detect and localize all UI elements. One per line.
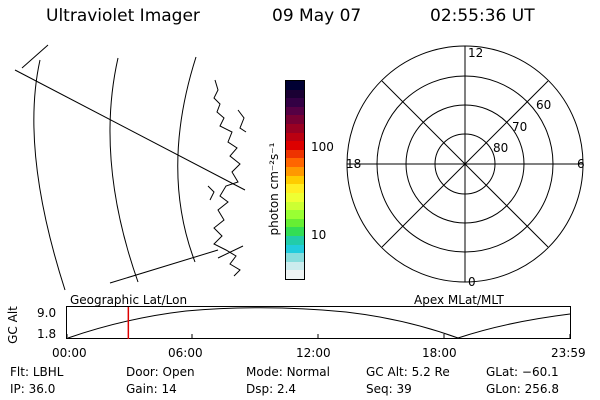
glon-value: 256.8: [524, 382, 559, 396]
gcalt-value: 5.2 Re: [411, 365, 450, 379]
glat-field: GLat: −60.1: [486, 365, 559, 379]
colorbar-swatch: [286, 244, 304, 254]
map-meridian-arc-2: [109, 57, 139, 283]
altitude-plot: [66, 306, 571, 339]
colorbar-swatch: [286, 158, 304, 168]
seq-field: Seq: 39: [366, 382, 412, 396]
ip-field: IP: 36.0: [10, 382, 55, 396]
colorbar-swatch: [286, 98, 304, 107]
colorbar-swatch: [286, 201, 304, 211]
gain-field: Gain: 14: [126, 382, 177, 396]
colorbar-swatch: [286, 149, 304, 159]
ip-value: 36.0: [28, 382, 56, 396]
altitude-xtick-4: 23:59: [551, 346, 586, 360]
gain-label: Gain:: [126, 382, 158, 396]
colorbar-swatch: [286, 218, 304, 228]
colorbar-tick-100: 100: [311, 140, 334, 154]
colorbar-swatch: [286, 253, 304, 262]
colorbar-swatch: [286, 167, 304, 176]
polar-plot: [346, 45, 584, 283]
colorbar-swatch: [286, 106, 304, 116]
flt-value: LBHL: [32, 365, 64, 379]
map-line-3: [217, 245, 244, 259]
altitude-xtick-1: 06:00: [168, 346, 203, 360]
map-latitude-line: [14, 69, 246, 191]
gain-value: 14: [161, 382, 177, 396]
colorbar-swatch: [286, 115, 304, 125]
flt-label: Flt:: [10, 365, 29, 379]
colorbar-swatch: [286, 175, 304, 185]
colorbar-swatch: [286, 270, 304, 280]
map-line-1: [21, 44, 49, 69]
map-meridian-arc-1: [33, 59, 66, 291]
colorbar-swatch: [286, 192, 304, 202]
door-value: Open: [162, 365, 195, 379]
colorbar-swatch: [286, 141, 304, 150]
altitude-ylabel: GC Alt: [6, 306, 20, 344]
colorbar-swatch: [286, 227, 304, 236]
altitude-ytick-high: 9.0: [37, 306, 57, 320]
altitude-xtick-3: 18:00: [422, 346, 457, 360]
colorbar-swatch: [286, 210, 304, 219]
dsp-field: Dsp: 2.4: [246, 382, 296, 396]
lat-label-60: 60: [536, 98, 552, 112]
lat-label-70: 70: [512, 120, 528, 134]
colorbar-swatch: [286, 184, 304, 193]
mlt-label-18: 18: [346, 157, 362, 171]
altitude-xtick-0: 00:00: [52, 346, 87, 360]
coastline: [213, 79, 241, 277]
colorbar-swatch: [286, 81, 304, 90]
door-field: Door: Open: [126, 365, 195, 379]
mlt-label-6: 6: [577, 157, 585, 171]
altitude-plot-frame: [66, 306, 571, 339]
mode-value: Normal: [286, 365, 330, 379]
gcalt-label: GC Alt:: [366, 365, 408, 379]
colorbar-swatch: [286, 124, 304, 133]
ip-label: IP:: [10, 382, 25, 396]
glat-value: −60.1: [521, 365, 559, 379]
colorbar-tick-10: 10: [311, 228, 327, 242]
colorbar-swatch: [286, 235, 304, 245]
dsp-value: 2.4: [276, 382, 297, 396]
altitude-xtick-2: 12:00: [296, 346, 331, 360]
colorbar-swatch: [286, 89, 304, 99]
mode-field: Mode: Normal: [246, 365, 330, 379]
colorbar-swatch: [286, 132, 304, 142]
geographic-map: [14, 44, 247, 291]
colorbar-swatch: [286, 261, 304, 271]
colorbar: [285, 80, 305, 280]
glon-field: GLon: 256.8: [486, 382, 559, 396]
lat-label-80: 80: [493, 141, 509, 155]
map-meridian-arc-3: [177, 56, 197, 263]
altitude-ytick-low: 1.8: [37, 327, 57, 341]
gcalt-field: GC Alt: 5.2 Re: [366, 365, 450, 379]
mode-label: Mode:: [246, 365, 283, 379]
polar-diagonal-2: [381, 80, 549, 248]
apex-label: Apex MLat/MLT: [414, 293, 504, 307]
glon-label: GLon:: [486, 382, 521, 396]
colorbar-unit-label: photon cm⁻²s⁻¹: [267, 142, 281, 236]
seq-value: 39: [396, 382, 412, 396]
seq-label: Seq:: [366, 382, 393, 396]
glat-label: GLat:: [486, 365, 519, 379]
altitude-curve: [67, 307, 571, 339]
flt-field: Flt: LBHL: [10, 365, 63, 379]
map-line-2: [109, 249, 219, 284]
geographic-label: Geographic Lat/Lon: [70, 293, 188, 307]
door-label: Door:: [126, 365, 159, 379]
mlt-label-12: 12: [468, 46, 484, 60]
instrument-title: Ultraviolet Imager: [46, 6, 200, 26]
date-label: 09 May 07: [272, 6, 362, 26]
mlt-label-0: 0: [468, 275, 476, 289]
dsp-label: Dsp:: [246, 382, 274, 396]
time-label: 02:55:36 UT: [430, 6, 535, 26]
